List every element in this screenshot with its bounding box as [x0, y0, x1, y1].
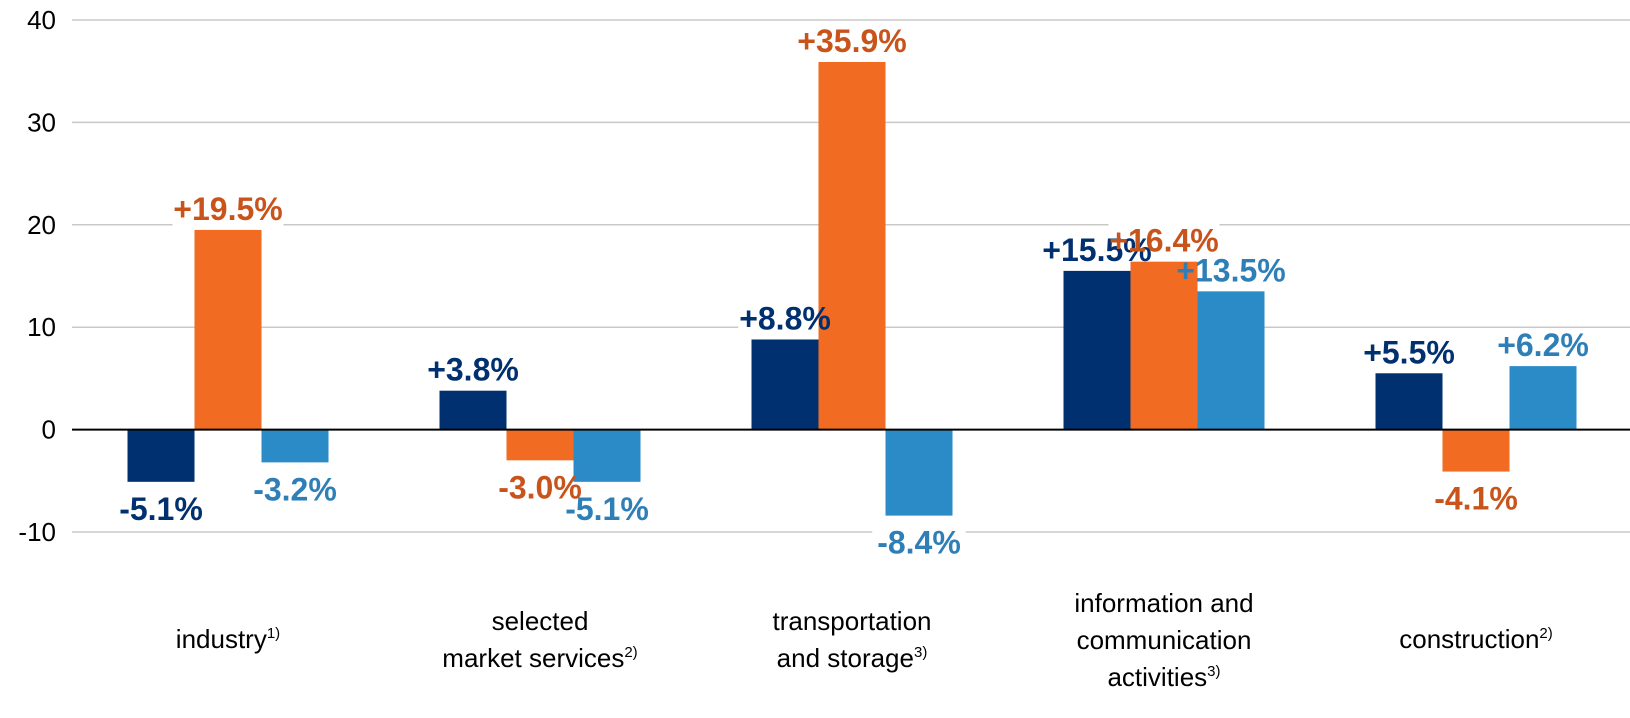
- bar: [127, 429, 195, 482]
- category-label: activities3): [1107, 662, 1220, 692]
- y-tick-label: 0: [42, 415, 56, 445]
- label-background: [872, 525, 966, 560]
- label-background: [1362, 335, 1456, 370]
- category-label: market services2): [442, 643, 637, 673]
- data-label: +6.2%: [1497, 327, 1589, 363]
- y-tick-label: 40: [27, 5, 56, 35]
- data-label: -8.4%: [877, 525, 961, 561]
- y-axis-ticks: 40 30 20 10 0 -10: [18, 5, 56, 547]
- category-label: industry1): [176, 624, 280, 654]
- bar: [1375, 373, 1443, 430]
- data-label: -5.1%: [565, 491, 649, 527]
- bar: [1197, 291, 1265, 430]
- data-label: -4.1%: [1434, 481, 1518, 517]
- label-background: [114, 491, 208, 526]
- label-background: [1108, 223, 1220, 258]
- data-label: +5.5%: [1363, 334, 1455, 370]
- label-background: [426, 352, 520, 387]
- data-label: +15.5%: [1042, 232, 1151, 268]
- y-tick-label: 30: [27, 107, 56, 137]
- category-labels: industry1) selected market services2) trans…: [176, 588, 1553, 692]
- data-label: +8.8%: [739, 300, 831, 336]
- data-label: -5.1%: [119, 491, 203, 527]
- bar: [1442, 429, 1510, 472]
- category-label: and storage3): [777, 643, 928, 673]
- bar: [1509, 366, 1577, 430]
- data-label: -3.0%: [498, 469, 582, 505]
- bar: [261, 429, 329, 463]
- data-label: -3.2%: [253, 471, 337, 507]
- data-label: +13.5%: [1176, 252, 1285, 288]
- bar: [573, 429, 641, 482]
- bar: [506, 429, 574, 461]
- label-background: [796, 23, 908, 58]
- data-label: +35.9%: [797, 23, 906, 59]
- category-label: selected: [492, 606, 589, 636]
- bar: [1063, 270, 1131, 430]
- bar: [885, 429, 953, 516]
- y-tick-label: 20: [27, 210, 56, 240]
- bars: [127, 61, 1577, 516]
- category-label: transportation: [773, 606, 932, 636]
- data-label: +3.8%: [427, 352, 519, 388]
- data-label: +19.5%: [173, 191, 282, 227]
- label-background: [1429, 481, 1523, 516]
- bar: [1130, 261, 1198, 430]
- y-tick-label: -10: [18, 517, 56, 547]
- label-background: [560, 491, 654, 526]
- data-label: +16.4%: [1109, 223, 1218, 259]
- label-background: [172, 191, 284, 226]
- bar: [439, 390, 507, 430]
- bar: [194, 229, 262, 430]
- bar: [818, 61, 886, 430]
- label-background: [738, 301, 832, 336]
- label-background: [1496, 328, 1590, 363]
- bar: [751, 339, 819, 430]
- category-label: information and: [1074, 588, 1253, 618]
- data-labels: -5.1%+19.5%-3.2%+3.8%-3.0%-5.1%+8.8%+35.…: [119, 23, 1589, 561]
- category-label: communication: [1077, 625, 1252, 655]
- y-tick-label: 10: [27, 312, 56, 342]
- label-background: [248, 472, 342, 507]
- category-label: construction2): [1399, 624, 1553, 654]
